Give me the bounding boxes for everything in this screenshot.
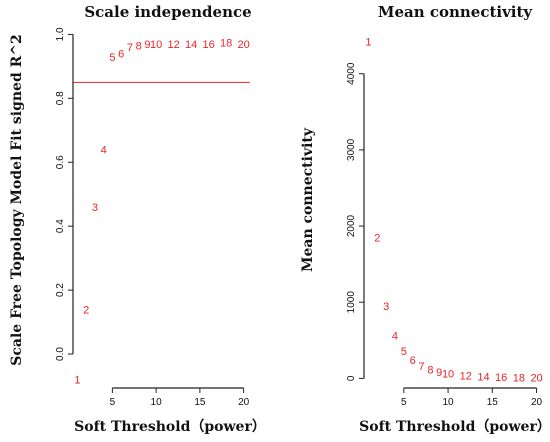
mean-connectivity-x-tick-label: 10: [443, 397, 455, 408]
scale-independence-y-tick-label: 0.6: [55, 155, 66, 169]
scale-independence-point: 4: [101, 144, 107, 156]
mean-connectivity-panel: Mean connectivity Soft Threshold（power） …: [300, 3, 550, 435]
scale-independence-x-tick-label: 10: [151, 397, 163, 408]
scale-independence-point: 20: [238, 39, 250, 51]
mean-connectivity-point: 10: [442, 368, 454, 380]
scale-independence-y-tick-label: 0.0: [55, 347, 66, 361]
mean-connectivity-y-tick-label: 1000: [346, 291, 357, 314]
mean-connectivity-point: 8: [427, 365, 433, 377]
scale-independence-x-tick-label: 5: [110, 397, 116, 408]
scale-independence-point: 16: [203, 39, 215, 51]
scale-independence-y-tick-label: 1.0: [55, 27, 66, 41]
mean-connectivity-point: 3: [383, 301, 389, 313]
scale-independence-y-tick-label: 0.8: [55, 91, 66, 105]
mean-connectivity-point: 18: [513, 372, 525, 384]
scale-independence-y-label: Scale Free Topology Model Fit signed R^2: [9, 34, 25, 365]
scale-independence-point: 18: [220, 37, 232, 49]
mean-connectivity-x-tick-label: 15: [487, 397, 499, 408]
scale-independence-x-tick-label: 20: [238, 397, 250, 408]
scale-independence-point: 1: [74, 375, 80, 387]
scale-independence-point: 6: [118, 49, 124, 61]
mean-connectivity-x-tick-label: 20: [531, 397, 543, 408]
mean-connectivity-y-tick-label: 4000: [346, 62, 357, 85]
scale-independence-point: 14: [185, 39, 197, 51]
mean-connectivity-y-tick-label: 0: [346, 375, 357, 381]
mean-connectivity-point: 16: [495, 372, 507, 384]
mean-connectivity-x-label: Soft Threshold（power）: [359, 419, 550, 435]
scale-independence-point: 9: [144, 39, 150, 51]
mean-connectivity-point: 6: [410, 355, 416, 367]
scale-independence-point: 3: [92, 202, 98, 214]
mean-connectivity-point: 4: [392, 331, 398, 343]
mean-connectivity-title: Mean connectivity: [378, 3, 534, 21]
mean-connectivity-point: 20: [530, 373, 542, 385]
scale-independence-point: 8: [136, 41, 142, 53]
scale-independence-x-tick-label: 15: [194, 397, 206, 408]
scale-independence-point: 12: [168, 39, 180, 51]
scale-independence-y-tick-label: 0.4: [55, 219, 66, 233]
mean-connectivity-y-tick-label: 2000: [346, 214, 357, 237]
mean-connectivity-point: 9: [436, 367, 442, 379]
scale-independence-title: Scale independence: [84, 3, 251, 21]
mean-connectivity-point: 2: [374, 232, 380, 244]
mean-connectivity-point: 14: [477, 371, 489, 383]
mean-connectivity-point: 12: [460, 370, 472, 382]
scale-independence-point: 7: [127, 42, 133, 54]
mean-connectivity-point: 5: [401, 346, 407, 358]
scale-independence-point: 2: [83, 304, 89, 316]
mean-connectivity-y-label: Mean connectivity: [300, 127, 316, 272]
scale-independence-point: 10: [150, 39, 162, 51]
scale-independence-y-tick-label: 0.2: [55, 283, 66, 297]
mean-connectivity-y-tick-label: 3000: [346, 138, 357, 161]
scale-independence-panel: Scale independence Soft Threshold（power）…: [9, 3, 266, 435]
scale-independence-point: 5: [109, 52, 115, 64]
scale-independence-x-label: Soft Threshold（power）: [74, 419, 266, 435]
mean-connectivity-point: 1: [365, 37, 371, 49]
mean-connectivity-point: 7: [418, 361, 424, 373]
mean-connectivity-x-tick-label: 5: [401, 397, 407, 408]
